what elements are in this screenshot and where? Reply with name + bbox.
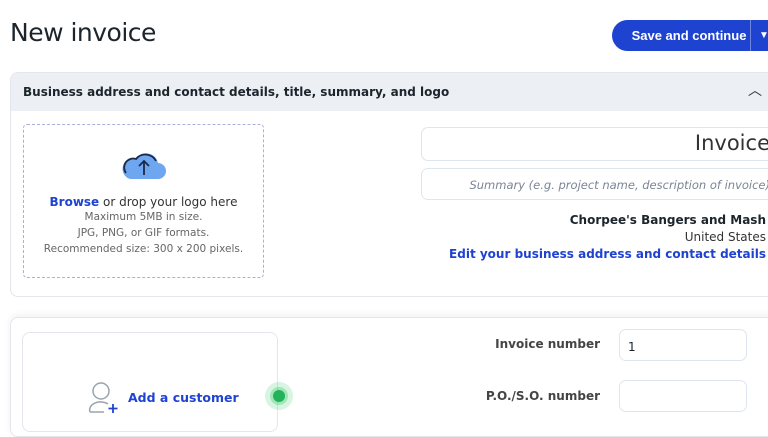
divider — [750, 20, 751, 51]
business-name: Chorpee's Bangers and Mash — [569, 213, 766, 227]
invoice-number-label: Invoice number — [495, 337, 600, 351]
add-user-icon — [88, 382, 118, 413]
formats: JPG, PNG, or GIF formats. — [77, 227, 210, 239]
save-and-continue-button[interactable]: Save and continue ▼ — [612, 20, 768, 51]
business-country: United States — [684, 230, 766, 244]
invoice-number-input[interactable]: 1 — [619, 329, 747, 361]
caret-down-icon[interactable]: ▼ — [759, 30, 768, 41]
edit-business-link[interactable]: Edit your business address and contact d… — [449, 247, 766, 261]
chevron-up-icon[interactable]: ︿ — [748, 83, 762, 99]
save-label: Save and continue — [631, 28, 747, 43]
status-indicator — [265, 382, 293, 410]
business-details-card: Business address and contact details, ti… — [10, 72, 768, 297]
add-customer-label: Add a customer — [128, 389, 239, 405]
section-header[interactable]: Business address and contact details, ti… — [11, 73, 768, 111]
add-customer-button[interactable]: Add a customer — [88, 380, 239, 414]
invoice-title-input[interactable]: Invoice — [421, 127, 768, 161]
browse-link[interactable]: Browse — [49, 195, 100, 209]
recommended-size: Recommended size: 300 x 200 pixels. — [43, 243, 244, 255]
page-title: New invoice — [10, 18, 156, 47]
dropzone-text: Browse or drop your logo here — [49, 195, 238, 209]
po-number-input[interactable] — [619, 380, 747, 412]
logo-dropzone[interactable]: Browse or drop your logo here Maximum 5M… — [23, 124, 264, 278]
po-number-label: P.O./S.O. number — [485, 389, 600, 403]
summary-input[interactable]: Summary (e.g. project name, description … — [421, 168, 768, 200]
cloud-upload-icon — [122, 153, 166, 179]
size-limit: Maximum 5MB in size. — [84, 211, 203, 223]
